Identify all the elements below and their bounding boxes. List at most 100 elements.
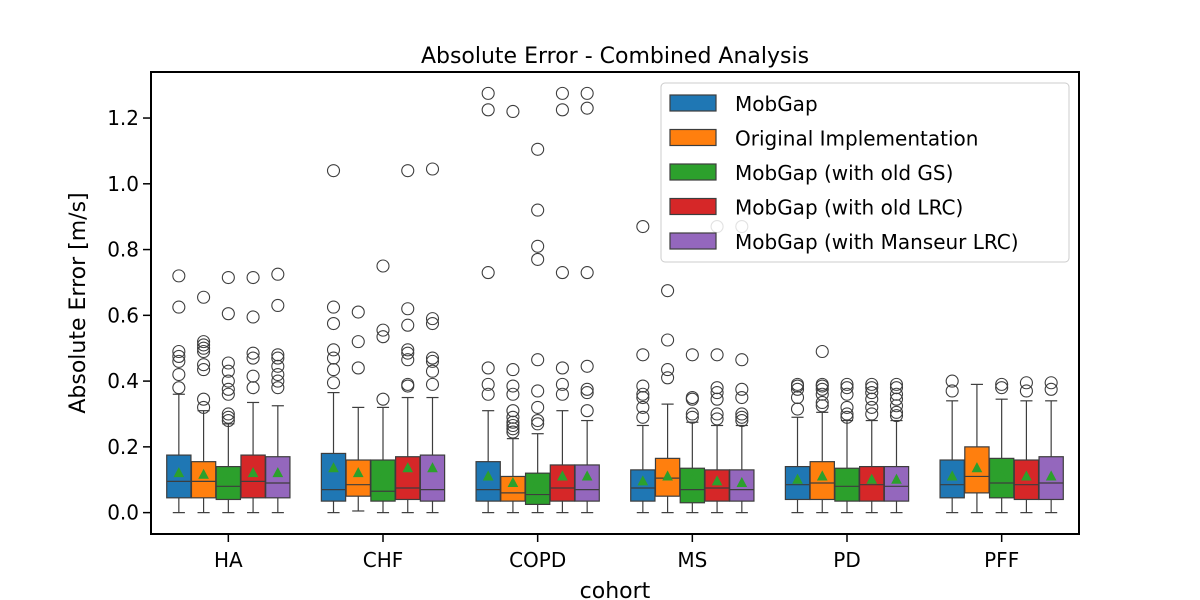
outlier-point (840, 381, 854, 395)
outlier-point (531, 414, 545, 428)
outlier-point (271, 298, 285, 313)
mean-marker (662, 470, 673, 481)
outlier-point (221, 270, 235, 285)
box-PD-2 (834, 377, 860, 514)
outlier-point (580, 404, 594, 418)
outlier-point (221, 410, 235, 424)
outlier-point (401, 346, 415, 360)
box-iqr (809, 461, 835, 501)
outlier-point (197, 341, 211, 355)
mean-marker (711, 475, 723, 486)
outlier-point (425, 317, 440, 331)
outlier-point (555, 86, 569, 100)
outlier-point (889, 377, 904, 391)
mean-marker (946, 470, 958, 481)
outlier-point (326, 300, 341, 314)
mean-marker (581, 470, 593, 481)
legend: MobGap Original Implementation MobGap (wit… (660, 82, 1070, 263)
outlier-point (995, 377, 1009, 391)
outlier-point (889, 409, 904, 423)
box-PFF-4 (1038, 376, 1064, 514)
box-iqr (630, 469, 656, 502)
x-tick-label: COPD (509, 548, 566, 572)
outlier-point (506, 410, 520, 424)
box-iqr (320, 452, 347, 502)
box-iqr (240, 454, 266, 499)
box-iqr (265, 456, 291, 499)
outlier-point (531, 353, 545, 367)
plot-frame (150, 71, 1080, 535)
outlier-point (735, 410, 749, 424)
y-tick-label: 1.2 (107, 106, 139, 130)
outlier-point (197, 290, 211, 304)
box-MS-4 (729, 219, 755, 514)
outlier-point (580, 386, 594, 400)
outlier-point (735, 407, 749, 421)
outlier-point (425, 364, 440, 378)
outlier-point (710, 412, 724, 426)
outlier-point (172, 344, 186, 359)
outlier-point (481, 377, 495, 391)
outlier-point (506, 363, 520, 377)
mean-marker (736, 476, 748, 488)
outlier-point (685, 348, 699, 362)
outlier-point (945, 374, 959, 388)
mean-marker (891, 473, 902, 484)
legend-swatch (669, 163, 717, 181)
outlier-point (840, 387, 854, 401)
outlier-point (1019, 384, 1033, 398)
y-tick-label: 0.2 (107, 435, 139, 459)
box-iqr (190, 461, 217, 499)
box-iqr (549, 464, 576, 502)
outlier-point (1044, 376, 1058, 390)
outlier-point (661, 371, 675, 385)
mean-marker (247, 467, 259, 478)
mean-marker (427, 462, 438, 473)
outlier-point (246, 310, 260, 324)
box-MS-3 (704, 219, 730, 514)
outlier-point (376, 259, 390, 273)
outlier-point (481, 361, 495, 375)
outlier-point (995, 381, 1009, 395)
outlier-point (246, 351, 260, 365)
outlier-point (246, 369, 260, 383)
outlier-point (531, 142, 545, 156)
outlier-point (221, 414, 235, 428)
outlier-point (685, 390, 699, 405)
outlier-point (376, 392, 390, 406)
outlier-point (840, 400, 854, 414)
outlier-point (790, 377, 805, 391)
outlier-point (197, 335, 211, 349)
y-tick-label: 0.0 (107, 501, 139, 525)
mean-marker (557, 470, 568, 481)
outlier-point (815, 382, 829, 396)
box-CHF-2 (370, 259, 396, 514)
mean-marker (223, 468, 234, 479)
outlier-point (271, 374, 285, 388)
outlier-point (221, 387, 235, 401)
outlier-point (865, 407, 879, 421)
box-PD-3 (859, 377, 885, 514)
outlier-point (401, 353, 415, 367)
box-iqr (370, 459, 396, 502)
box-iqr (859, 465, 885, 502)
outlier-point (531, 203, 545, 217)
outlier-point (506, 104, 520, 119)
outlier-point (506, 387, 520, 401)
box-COPD-3 (549, 86, 576, 514)
outlier-point (636, 219, 650, 234)
y-tick-label: 1.0 (107, 172, 139, 196)
outlier-point (889, 405, 904, 419)
outlier-point (401, 318, 415, 332)
mean-marker (328, 462, 339, 473)
mean-marker (687, 473, 698, 484)
outlier-point (271, 351, 285, 365)
box-PFF-0 (939, 374, 965, 514)
box-iqr (883, 465, 910, 502)
box-CHF-4 (419, 162, 446, 514)
outlier-point (271, 267, 285, 281)
outlier-point (531, 239, 545, 253)
box-COPD-4 (574, 86, 600, 514)
outlier-point (685, 407, 699, 421)
legend-swatch (669, 128, 717, 147)
